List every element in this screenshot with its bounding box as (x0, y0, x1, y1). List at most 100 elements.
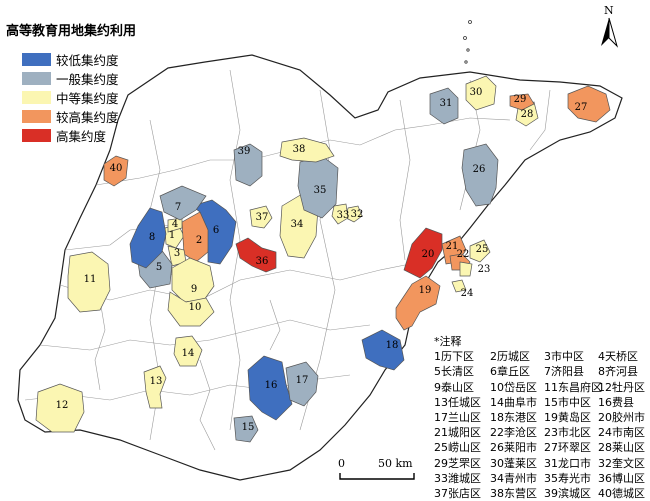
legend-label: 中等集约度 (56, 91, 119, 106)
district-label-29: 29 (514, 94, 527, 105)
note-item: 3市中区 (544, 350, 584, 364)
district-13 (143, 365, 167, 409)
note-item: 28莱山区 (598, 441, 645, 455)
district-label-37: 37 (256, 212, 269, 223)
district-26 (461, 143, 499, 207)
district-label-40: 40 (110, 163, 123, 174)
district-label-33: 33 (337, 210, 350, 221)
district-label-19: 19 (419, 285, 432, 296)
legend-item: 较低集约度 (22, 50, 119, 69)
district-label-1: 1 (169, 230, 175, 241)
note-item: 15市中区 (544, 395, 591, 409)
district-23 (459, 261, 473, 277)
district-7 (159, 185, 207, 221)
district-12 (35, 383, 85, 433)
district-20 (403, 227, 443, 279)
scale-bar-line (339, 473, 415, 480)
district-9 (171, 257, 215, 303)
district-29 (509, 93, 535, 111)
district-label-12: 12 (56, 400, 69, 411)
district-25 (469, 239, 491, 263)
district-10 (167, 291, 215, 327)
note-item: 38东营区 (490, 487, 537, 501)
note-item: 12牡丹区 (598, 380, 645, 394)
district-label-39: 39 (238, 146, 251, 157)
district-label-6: 6 (213, 225, 219, 236)
district-label-31: 31 (440, 98, 453, 109)
note-item: 31龙口市 (544, 456, 591, 470)
district-label-36: 36 (256, 256, 269, 267)
legend-swatch (22, 53, 51, 66)
note-item: 35寿光市 (544, 471, 591, 485)
district-label-34: 34 (291, 219, 304, 230)
scale-distance-label: 50 km (378, 457, 413, 470)
district-label-4: 4 (172, 219, 178, 230)
district-label-14: 14 (182, 348, 195, 359)
scale-zero-label: 0 (338, 457, 345, 470)
legend-label: 较低集约度 (56, 53, 119, 68)
north-label: N (604, 4, 614, 17)
note-item: 25崂山区 (434, 441, 481, 455)
district-18 (361, 329, 405, 371)
legend-label: 较高集约度 (56, 110, 119, 125)
legend-label: 一般集约度 (56, 72, 119, 87)
note-item: 11东昌府区 (544, 380, 602, 394)
district-label-27: 27 (575, 102, 588, 113)
district-label-26: 26 (473, 164, 486, 175)
note-item: 27环翠区 (544, 441, 591, 455)
district-17 (285, 361, 319, 407)
district-label-38: 38 (293, 144, 306, 155)
district-label-13: 13 (150, 376, 163, 387)
district-19 (395, 275, 441, 331)
notes-panel: *注释 1历下区 2历城区 3市中区 4天桥区 5长清区 6章丘区 7济阳县 8齐河县 9泰山区… (434, 334, 650, 501)
legend-swatch (22, 110, 51, 123)
district-11 (67, 251, 111, 313)
district-label-5: 5 (156, 262, 162, 273)
legend: 较低集约度一般集约度中等集约度较高集约度高集约度 (22, 50, 119, 145)
legend-item: 高集约度 (22, 126, 119, 145)
note-item: 1历下区 (434, 350, 474, 364)
note-item: 40德城区 (598, 487, 645, 501)
legend-label: 高集约度 (56, 129, 107, 144)
district-label-3: 3 (174, 248, 180, 259)
note-item: 4天桥区 (598, 350, 638, 364)
note-item: 37张店区 (434, 487, 481, 501)
note-item: 24市南区 (598, 426, 645, 440)
note-item: 18东港区 (490, 411, 537, 425)
notes-grid: 1历下区 2历城区 3市中区 4天桥区 5长清区 6章丘区 7济阳县 8齐河县 9泰山区 10岱岳… (434, 349, 650, 501)
district-label-32: 32 (351, 209, 364, 220)
district-33 (331, 203, 349, 225)
note-item: 21城阳区 (434, 426, 481, 440)
district-label-35: 35 (314, 185, 327, 196)
district-label-30: 30 (470, 87, 483, 98)
districts-layer (35, 75, 611, 443)
district-36 (235, 237, 277, 273)
district-label-8: 8 (149, 232, 155, 243)
note-item: 10岱岳区 (490, 380, 537, 394)
district-15 (233, 415, 259, 443)
district-27 (567, 85, 611, 123)
note-item: 36博山区 (598, 471, 645, 485)
note-item: 22李沧区 (490, 426, 537, 440)
district-label-10: 10 (189, 302, 202, 313)
islands (463, 20, 472, 64)
note-item: 34青州市 (490, 471, 537, 485)
district-6 (191, 199, 237, 265)
district-14 (173, 335, 203, 367)
note-item: 39滨城区 (544, 487, 591, 501)
note-item: 32奎文区 (598, 456, 645, 470)
district-37 (249, 205, 273, 229)
note-item: 13任城区 (434, 395, 481, 409)
note-item: 20胶州市 (598, 411, 645, 425)
note-item: 19黄岛区 (544, 411, 591, 425)
note-item: 14曲阜市 (490, 395, 537, 409)
note-item: 29芝罘区 (434, 456, 481, 470)
north-arrow: N (597, 4, 621, 52)
notes-title: *注释 (434, 335, 462, 348)
legend-item: 一般集约度 (22, 69, 119, 88)
legend-item: 中等集约度 (22, 88, 119, 107)
note-item: 30蓬莱区 (490, 456, 537, 470)
note-item: 17兰山区 (434, 411, 481, 425)
district-31 (429, 87, 459, 125)
